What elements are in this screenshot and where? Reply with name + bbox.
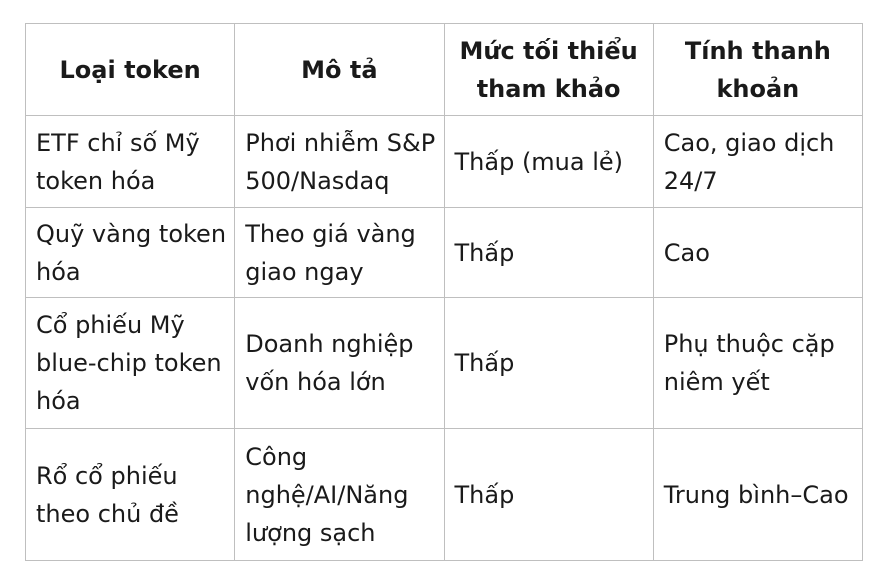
table-cell-token-type: Quỹ vàng token hóa <box>24 207 236 298</box>
table-cell-description: Công nghệ/AI/Năng lượng sạch <box>234 428 445 561</box>
table-cell-liquidity: Phụ thuộc cặp niêm yết <box>652 297 864 429</box>
table-cell-liquidity: Cao <box>652 207 864 298</box>
table-row: Quỹ vàng token hóa Theo giá vàng giao ng… <box>24 207 864 298</box>
table-cell-minimum: Thấp <box>443 207 654 298</box>
table-cell-token-type: ETF chỉ số Mỹ token hóa <box>24 115 236 208</box>
table-cell-liquidity: Trung bình–Cao <box>652 428 864 561</box>
table-cell-description: Theo giá vàng giao ngay <box>234 207 445 298</box>
table-row: Cổ phiếu Mỹ blue-chip token hóa Doanh ng… <box>24 297 864 429</box>
table-cell-minimum: Thấp <box>443 297 654 429</box>
table-cell-token-type: Cổ phiếu Mỹ blue-chip token hóa <box>24 297 236 429</box>
column-header-description: Mô tả <box>234 23 445 116</box>
token-comparison-table: Loại token Mô tả Mức tối thiểu tham khảo… <box>24 23 864 561</box>
table-cell-minimum: Thấp (mua lẻ) <box>443 115 654 208</box>
table-cell-liquidity: Cao, giao dịch 24/7 <box>652 115 864 208</box>
table-cell-token-type: Rổ cổ phiếu theo chủ đề <box>24 428 236 561</box>
table-cell-description: Phơi nhiễm S&P 500/Nasdaq <box>234 115 445 208</box>
header-row: Loại token Mô tả Mức tối thiểu tham khảo… <box>24 23 864 116</box>
table-row: Rổ cổ phiếu theo chủ đề Công nghệ/AI/Năn… <box>24 428 864 561</box>
table-cell-description: Doanh nghiệp vốn hóa lớn <box>234 297 445 429</box>
column-header-token-type: Loại token <box>24 23 236 116</box>
table-cell-minimum: Thấp <box>443 428 654 561</box>
column-header-liquidity: Tính thanh khoản <box>652 23 864 116</box>
column-header-minimum: Mức tối thiểu tham khảo <box>443 23 654 116</box>
table-row: ETF chỉ số Mỹ token hóa Phơi nhiễm S&P 5… <box>24 115 864 208</box>
